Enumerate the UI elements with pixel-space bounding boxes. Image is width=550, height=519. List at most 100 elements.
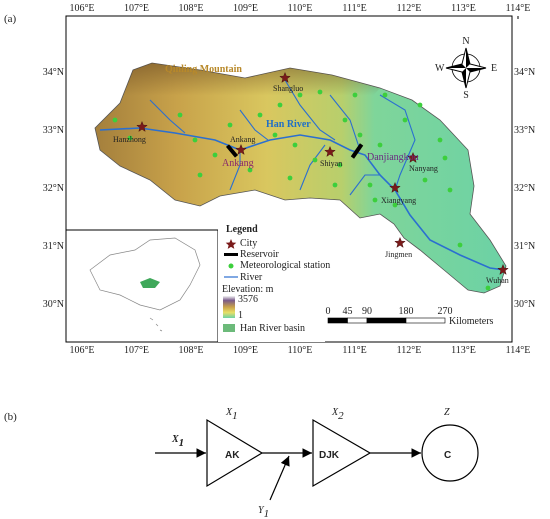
lat-label: 34°N (43, 67, 64, 78)
legend-basin: Han River basin (240, 323, 305, 334)
legend-reservoir: Reservoir (240, 249, 280, 260)
node-label: AK (225, 450, 240, 461)
lon-label: 111°E (342, 3, 366, 14)
city-label: Xiangyang (381, 196, 416, 205)
legend-city: City (240, 238, 257, 249)
legend-elevation: Elevation: m (222, 284, 274, 295)
lat-label: 32°N (514, 183, 535, 194)
station (212, 152, 218, 158)
station (372, 197, 378, 203)
lon-label: 114°E (506, 345, 531, 356)
cities: Shangluo Hanzhong Ankang Shiyan Nanyang Xiang… (113, 71, 509, 285)
station (312, 157, 318, 163)
lat-label: 31°N (43, 241, 64, 252)
station (402, 117, 408, 123)
station (192, 137, 198, 143)
lat-label: 30°N (43, 299, 64, 310)
scale-segment (405, 317, 446, 324)
station (317, 89, 323, 95)
reservoir-label: Danjiangkou (367, 152, 419, 163)
rivers (99, 79, 506, 271)
node-input-label: X2 (331, 407, 344, 422)
station (422, 177, 428, 183)
station (357, 132, 363, 138)
input-label: X1 (171, 434, 184, 449)
legend-station: Meteorological station (240, 260, 330, 271)
lon-label: 109°E (233, 345, 258, 356)
node-output-label: Z (444, 407, 450, 418)
scale-label: 90 (362, 306, 372, 317)
symbol: X (225, 407, 233, 418)
lat-label: 33°N (514, 125, 535, 136)
station (247, 167, 253, 173)
lat-label: 31°N (514, 241, 535, 252)
city-marker (407, 151, 419, 163)
subscript: 1 (232, 410, 238, 422)
station (367, 182, 373, 188)
lon-label: 112°E (397, 345, 422, 356)
subscript: 1 (179, 437, 185, 449)
lon-label: 109°E (233, 3, 258, 14)
city-marker (136, 120, 148, 132)
subscript: 1 (264, 508, 270, 519)
lon-label: 110°E (288, 3, 313, 14)
station (332, 182, 338, 188)
city-label: Nanyang (409, 164, 438, 173)
station (272, 132, 278, 138)
compass-e: E (491, 63, 497, 74)
station (437, 137, 443, 143)
graticule-labels: 106°E 106°E 107°E 107°E 108°E 108°E 109°E 109°E… (43, 3, 535, 356)
city-label: Shangluo (273, 84, 303, 93)
node-label: C (444, 450, 451, 461)
symbol: X (331, 407, 339, 418)
lat-label: 30°N (514, 299, 535, 310)
station (377, 142, 383, 148)
scale-unit: Kilometers (449, 316, 494, 327)
station (447, 187, 453, 193)
city-label: Jingmen (385, 250, 412, 259)
lat-label: 33°N (43, 125, 64, 136)
station (337, 162, 343, 168)
station (382, 92, 388, 98)
station (287, 175, 293, 181)
station (352, 92, 358, 98)
station (277, 102, 283, 108)
legend: Legend City Reservoir Meteorological sta… (218, 222, 330, 342)
lon-label: 113°E (451, 345, 476, 356)
compass: N E S W (435, 36, 497, 101)
lat-label: 32°N (43, 183, 64, 194)
legend-elev-min: 1 (238, 310, 243, 321)
symbol: Y (258, 505, 265, 516)
legend-river: River (240, 272, 263, 283)
station (227, 122, 233, 128)
station (257, 112, 263, 118)
lon-label: 107°E (124, 345, 149, 356)
scale-label: 0 (326, 306, 331, 317)
lat-label: 34°N (514, 67, 535, 78)
stations (112, 89, 491, 291)
lon-label: 111°E (342, 345, 366, 356)
lon-label: 106°E (69, 3, 94, 14)
city-marker (389, 181, 401, 193)
subscript: 2 (338, 410, 344, 422)
station (417, 102, 423, 108)
legend-title: Legend (226, 224, 258, 235)
legend-elev-max: 3576 (238, 294, 258, 305)
city-marker (279, 71, 291, 83)
station (485, 285, 491, 291)
city-label: Ankang (230, 135, 255, 144)
station (112, 117, 118, 123)
station (342, 117, 348, 123)
lateral-label: Y1 (258, 505, 269, 519)
lon-label: 106°E (69, 345, 94, 356)
panel-label: (a) (4, 13, 17, 25)
scale-label: 180 (399, 306, 414, 317)
city-label: Hanzhong (113, 135, 146, 144)
compass-n: N (462, 36, 469, 47)
lon-label: 110°E (288, 345, 313, 356)
node-label: DJK (319, 450, 340, 461)
lon-label: 112°E (397, 3, 422, 14)
inset-map (65, 229, 219, 343)
